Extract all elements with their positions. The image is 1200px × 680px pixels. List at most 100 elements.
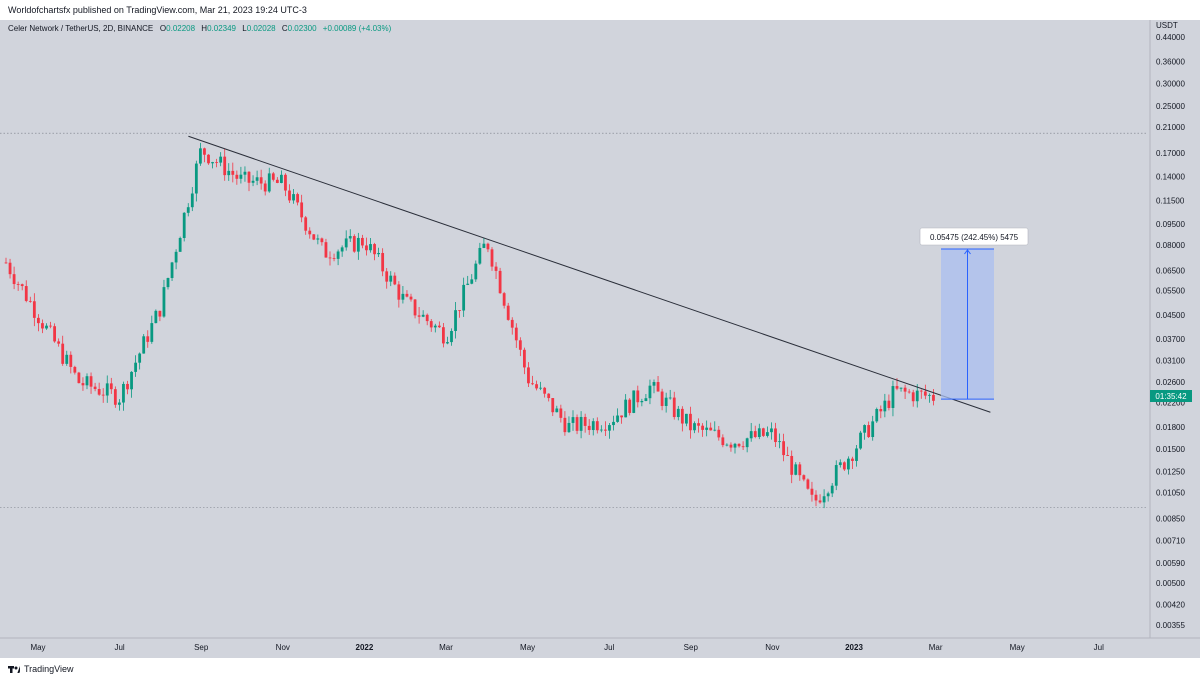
candle-body	[101, 394, 105, 396]
candle-body	[709, 427, 713, 431]
candle-body	[770, 428, 773, 433]
candle-body	[397, 284, 401, 300]
candle-body	[312, 234, 316, 240]
candle-body	[373, 244, 376, 255]
candle-body	[393, 275, 397, 285]
y-tick-label: 0.17000	[1156, 149, 1185, 158]
range-label-box	[919, 227, 1029, 246]
candle-body	[385, 271, 389, 282]
candles-group	[4, 142, 935, 509]
candle-body	[697, 423, 700, 426]
x-tick-label: Mar	[439, 643, 453, 652]
candle-body	[608, 425, 611, 431]
candle-body	[932, 394, 935, 401]
candle-body	[721, 437, 725, 446]
candle-body	[555, 408, 559, 413]
candle-body	[134, 362, 137, 372]
countdown-label: 01:35:42	[1155, 392, 1187, 401]
candle-body	[527, 367, 530, 384]
candle-body	[37, 317, 40, 324]
y-tick-label: 0.01500	[1156, 445, 1185, 454]
candle-body	[340, 247, 344, 252]
candle-body	[211, 162, 214, 164]
candle-body	[405, 293, 409, 297]
candle-body	[146, 336, 150, 342]
candle-body	[138, 353, 142, 363]
candle-body	[81, 383, 85, 386]
candle-body	[361, 237, 364, 246]
candle-body	[296, 194, 299, 203]
candle-body	[847, 458, 850, 470]
candle-body	[895, 386, 899, 389]
candle-body	[656, 382, 660, 392]
candle-body	[215, 162, 218, 163]
candle-body	[604, 429, 607, 431]
y-tick-label: 0.30000	[1156, 80, 1185, 89]
current-price-tag	[1150, 390, 1192, 402]
candle-body	[705, 427, 709, 430]
candle-body	[660, 391, 664, 406]
candle-body	[616, 415, 619, 422]
y-tick-label: 0.00355	[1156, 621, 1185, 630]
y-tick-label: 0.03100	[1156, 357, 1185, 366]
candle-body	[599, 429, 603, 431]
candle-body	[231, 170, 235, 175]
candle-body	[85, 376, 89, 386]
candle-body	[203, 148, 206, 155]
candle-body	[531, 383, 534, 385]
candle-body	[818, 500, 822, 503]
candle-body	[288, 190, 291, 201]
candle-body	[377, 252, 380, 255]
candle-body	[239, 174, 243, 179]
candle-body	[567, 422, 571, 433]
candle-body	[498, 270, 502, 294]
range-arrow-head-icon	[964, 249, 971, 255]
candle-body	[587, 425, 591, 431]
x-tick-label: Sep	[194, 643, 209, 652]
candle-body	[227, 170, 231, 176]
candle-body	[867, 425, 871, 438]
candle-body	[911, 392, 915, 402]
candle-body	[518, 340, 522, 350]
candle-body	[810, 488, 814, 495]
candle-body	[292, 194, 295, 201]
candle-body	[45, 325, 48, 329]
candle-body	[676, 408, 680, 418]
candle-body	[284, 174, 287, 191]
candle-body	[154, 310, 158, 324]
candle-body	[356, 237, 360, 252]
x-tick-label: Mar	[929, 643, 943, 652]
y-tick-label: 0.14000	[1156, 173, 1185, 182]
candle-body	[786, 455, 790, 456]
descending-trendline[interactable]	[188, 135, 991, 413]
candle-body	[28, 300, 32, 302]
candle-body	[644, 398, 648, 401]
candle-body	[69, 354, 73, 367]
chart-background	[0, 20, 1200, 658]
x-tick-label: Nov	[276, 643, 290, 652]
candle-body	[413, 299, 417, 316]
candle-body	[207, 154, 210, 164]
candle-body	[470, 279, 474, 284]
candle-body	[344, 238, 348, 248]
candle-body	[571, 417, 575, 423]
candle-body	[308, 230, 312, 235]
y-tick-label: 0.11500	[1156, 197, 1185, 206]
candle-body	[409, 296, 413, 300]
price-chart[interactable]: USDT 0.44000 0.36000 0.30000 0.25000 0.21000 0…	[0, 20, 1200, 658]
footer-bar: TradingView	[0, 658, 1200, 680]
candle-body	[547, 393, 551, 399]
y-tick-label: 0.44000	[1156, 33, 1185, 42]
y-tick-label: 0.36000	[1156, 57, 1185, 66]
y-tick-label: 0.00590	[1156, 559, 1185, 568]
candle-body	[790, 455, 794, 475]
candle-body	[620, 415, 623, 418]
close-value: 0.02300	[287, 24, 317, 33]
candle-body	[717, 429, 721, 438]
candle-body	[381, 252, 385, 272]
candle-body	[280, 174, 283, 183]
candle-body	[300, 202, 304, 218]
candle-body	[247, 171, 251, 183]
candle-body	[891, 386, 895, 408]
high-label: H	[201, 24, 208, 33]
